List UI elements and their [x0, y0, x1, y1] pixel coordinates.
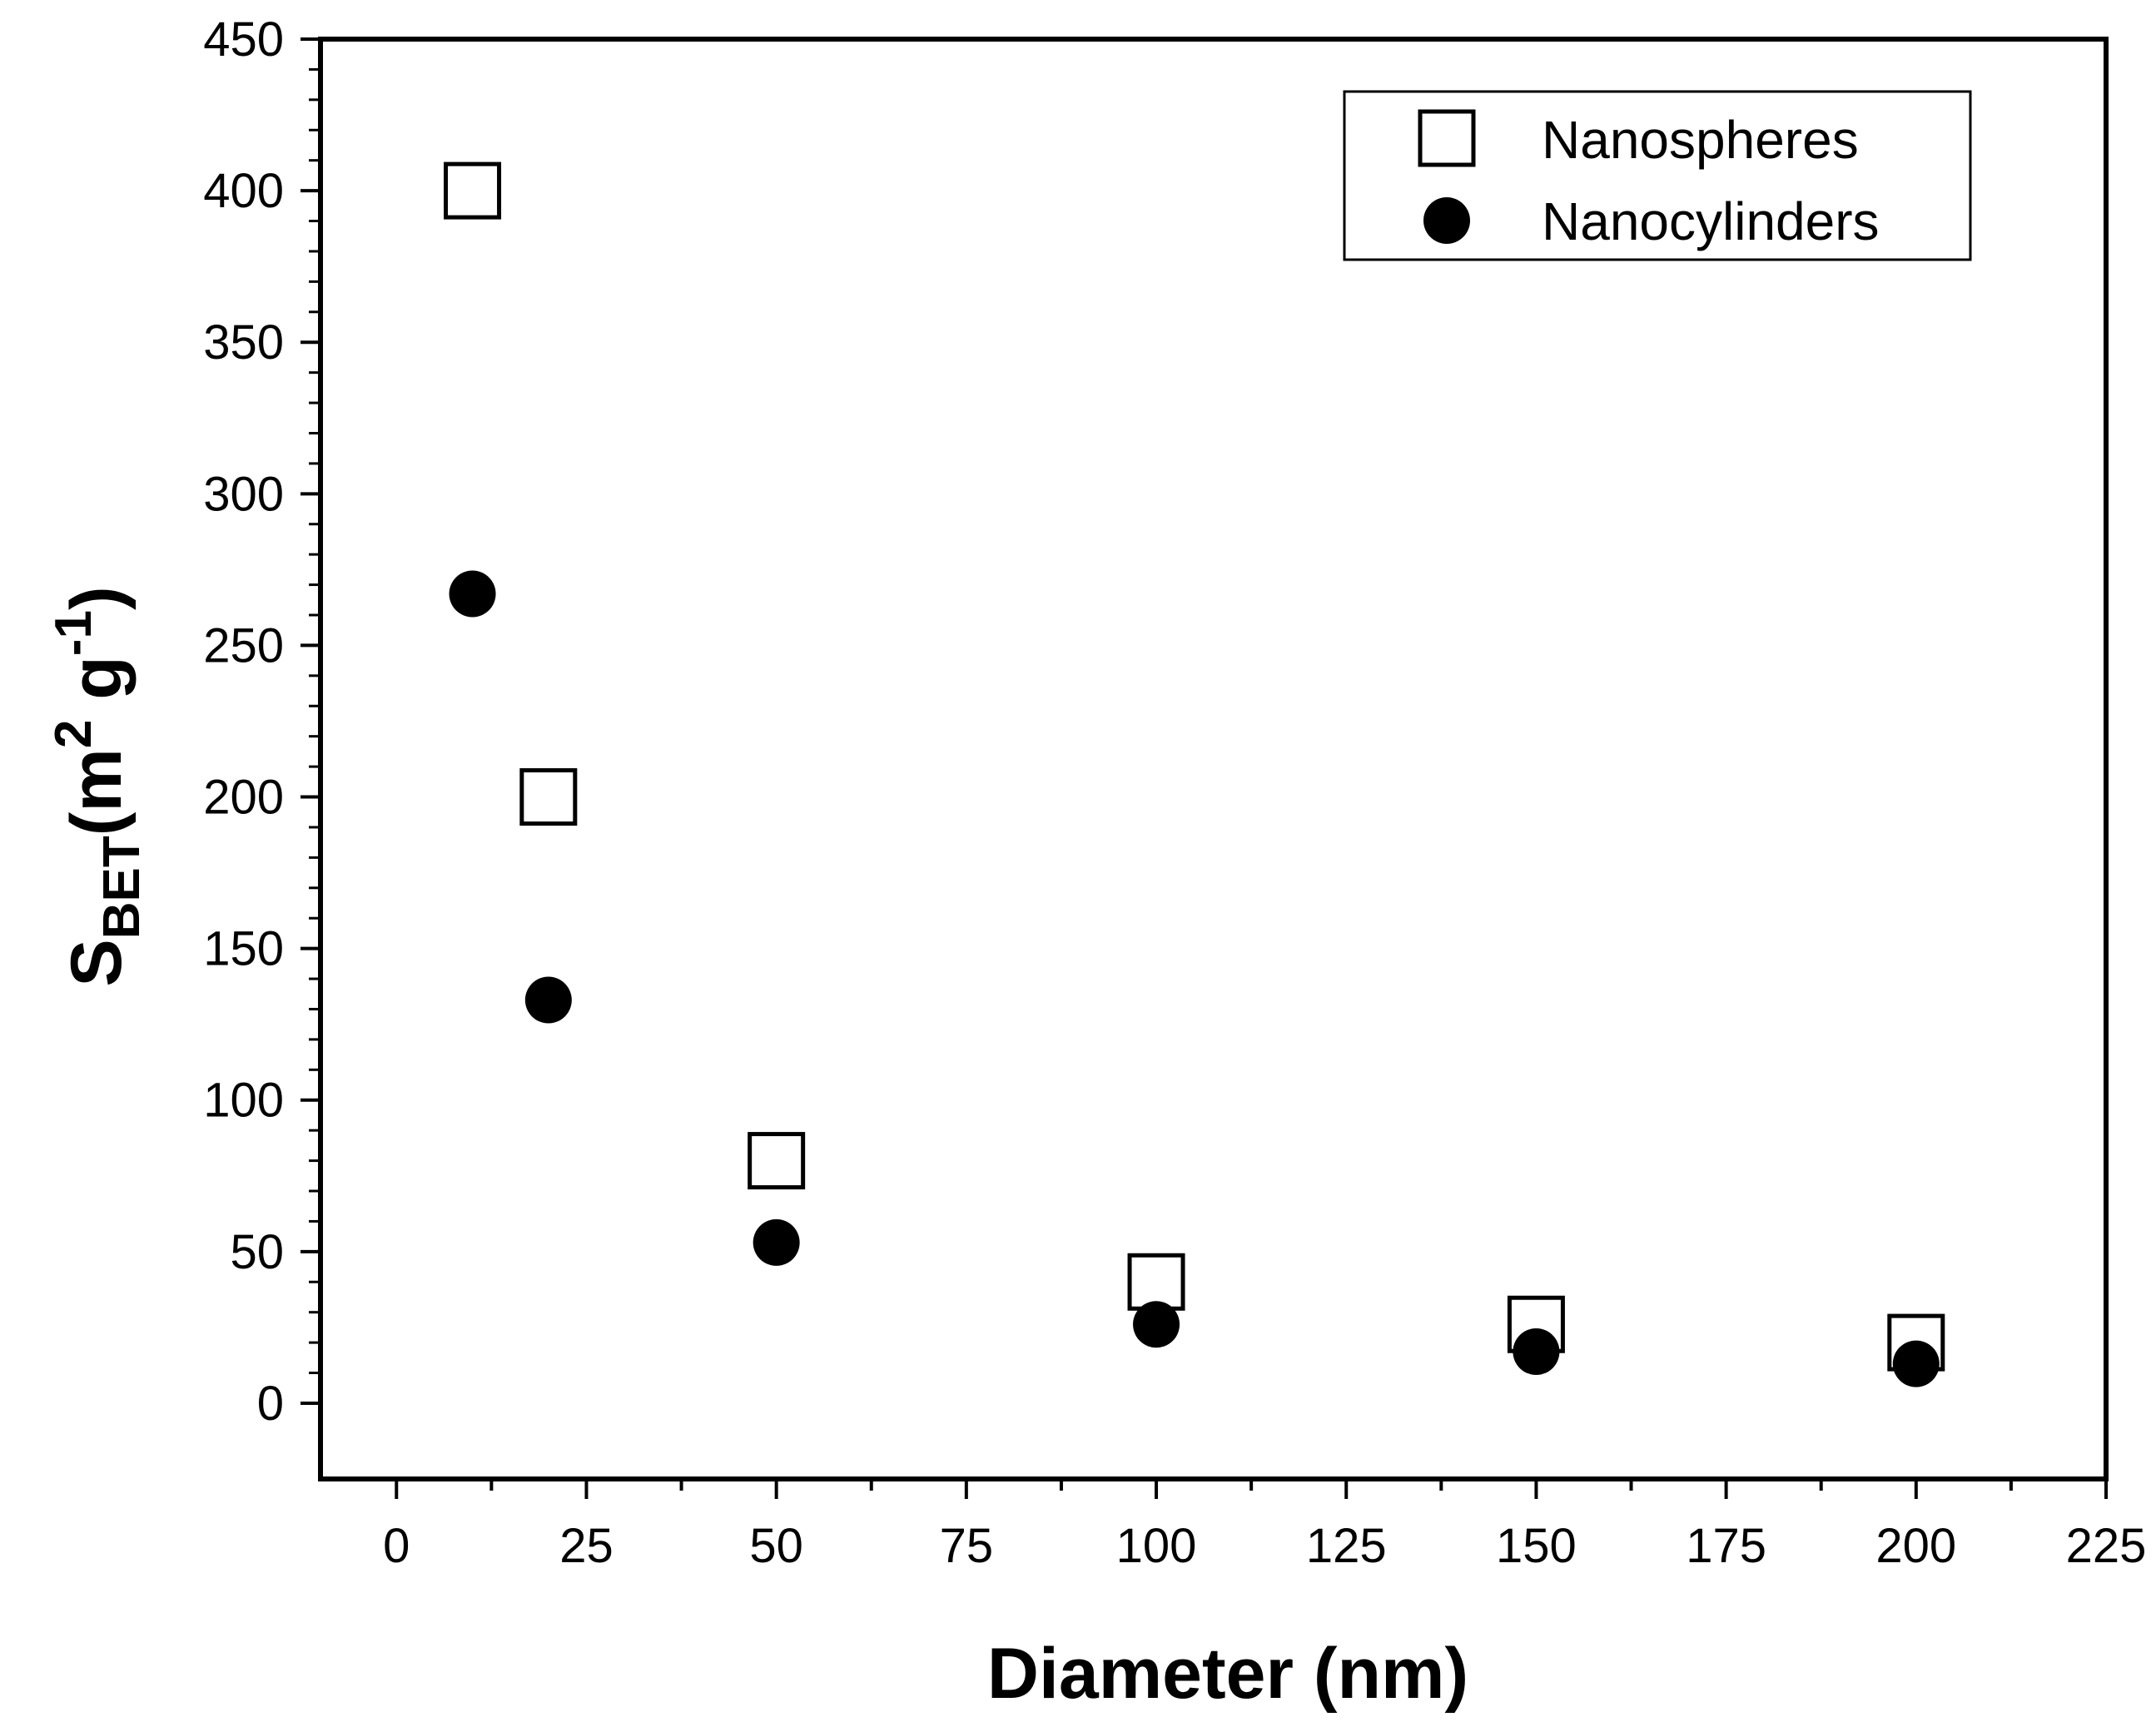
y-tick-label: 400 [203, 164, 284, 218]
x-axis: 0 25 50 75 100 125 150 175 200 225 [383, 1479, 2146, 1573]
nanospheres-point [444, 161, 502, 220]
nanocylinders-point [524, 976, 572, 1024]
x-tick-label: 125 [1306, 1519, 1387, 1573]
data-markers [444, 161, 1945, 1387]
y-tick-label: 350 [203, 315, 284, 370]
nanospheres-point [1127, 1253, 1185, 1311]
x-tick-label: 0 [383, 1519, 410, 1573]
y-axis: 0 50 100 150 200 250 300 350 400 450 [203, 12, 320, 1431]
x-tick-label: 150 [1496, 1519, 1577, 1573]
y-tick-label: 50 [230, 1225, 284, 1279]
y-tick-label: 150 [203, 922, 284, 976]
x-axis-title: Diameter (nm) [987, 1634, 1468, 1714]
y-tick-label: 450 [203, 12, 284, 67]
y-tick-label: 200 [203, 771, 284, 825]
nanocylinders-point [449, 570, 496, 618]
x-tick-label: 225 [2066, 1519, 2147, 1573]
x-tick-label: 200 [1875, 1519, 1956, 1573]
legend-marker-nanocylinders [1423, 197, 1470, 244]
x-tick-label: 75 [940, 1519, 994, 1573]
x-tick-label: 100 [1116, 1519, 1197, 1573]
x-tick-label: 175 [1686, 1519, 1766, 1573]
legend-marker-nanospheres [1418, 109, 1476, 167]
nanospheres-point [748, 1132, 806, 1190]
nanocylinders-point [1133, 1301, 1180, 1348]
plot-frame [318, 37, 2109, 1481]
x-tick-label: 25 [559, 1519, 614, 1573]
y-tick-label: 250 [203, 618, 284, 672]
y-tick-label: 0 [257, 1377, 284, 1431]
nanocylinders-point [1892, 1340, 1940, 1387]
x-tick-label: 50 [749, 1519, 803, 1573]
y-tick-label: 300 [203, 467, 284, 521]
y-tick-label: 100 [203, 1074, 284, 1128]
y-axis-title: SBET(m2 g-1) [45, 586, 151, 986]
nanocylinders-point [753, 1218, 800, 1266]
nanocylinders-point [1513, 1328, 1560, 1376]
svg-text:SBET(m2 g-1): SBET(m2 g-1) [45, 586, 151, 986]
legend-label-nanospheres: Nanospheres [1542, 110, 1859, 170]
legend-label-nanocylinders: Nanocylinders [1542, 191, 1880, 251]
nanospheres-point [519, 768, 578, 826]
legend: Nanospheres Nanocylinders [1343, 90, 1972, 261]
